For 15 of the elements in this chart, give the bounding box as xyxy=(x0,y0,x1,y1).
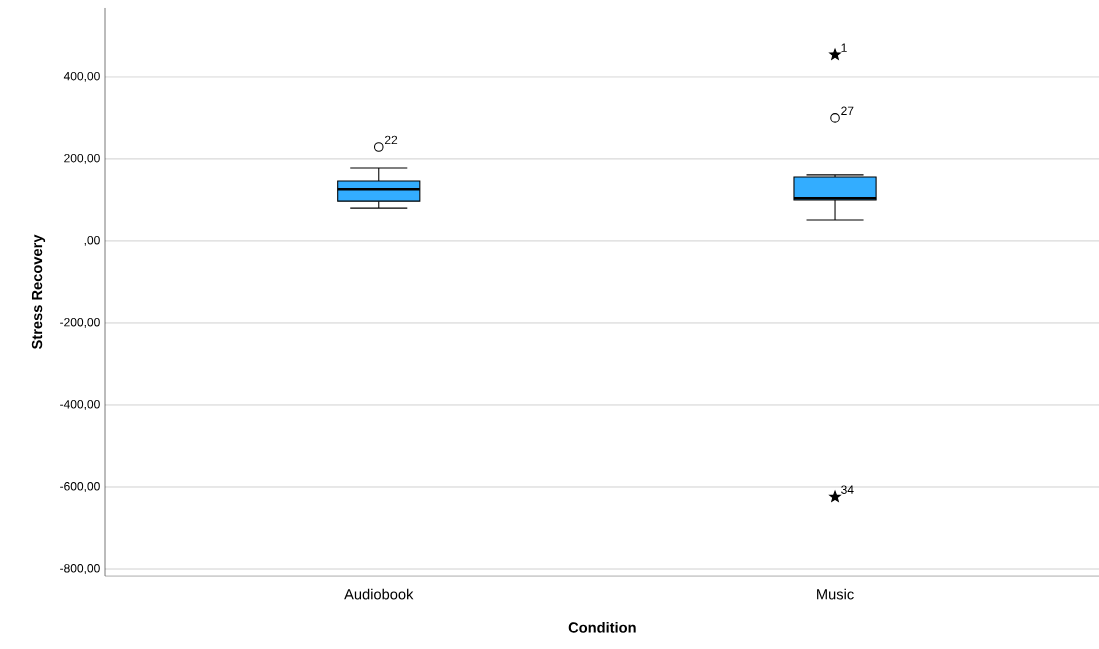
y-axis-title: Stress Recovery xyxy=(31,234,46,350)
annotation: 1 xyxy=(841,43,847,52)
y-tick-label: -800,00 xyxy=(60,564,100,574)
x-tick-label: Music xyxy=(817,588,854,600)
annotation: 22 xyxy=(384,135,398,145)
x-axis-title: Condition xyxy=(568,621,636,633)
y-tick-label: -200,00 xyxy=(60,317,100,328)
y-tick-label: 200,00 xyxy=(64,153,100,164)
annotation: 27 xyxy=(841,106,854,115)
y-tick-label: -400,00 xyxy=(60,400,100,410)
x-tick-label: Audiobook xyxy=(344,588,414,600)
y-tick-label: ,00 xyxy=(84,235,100,246)
y-tick-label: 400,00 xyxy=(63,71,100,82)
y-tick-label: -600,00 xyxy=(60,482,100,492)
annotation: 34 xyxy=(841,485,854,494)
